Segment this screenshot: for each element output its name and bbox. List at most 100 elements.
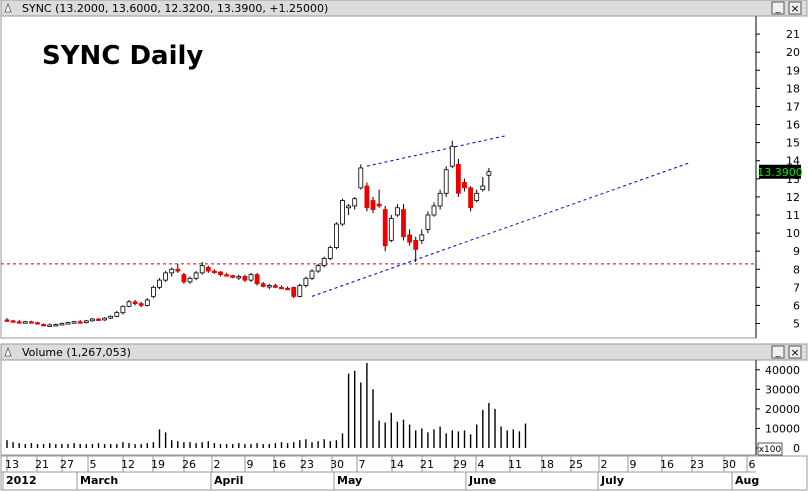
candle-body [199,265,205,274]
candle-body [126,301,132,307]
candle [16,319,22,324]
candle [486,167,492,192]
date-axis: 13 21 27 5 12 19 26 2 9 16 23 30 7 14 21 29 4 11 18 25 2 9 16 2… [0,455,808,491]
candle-body [169,268,175,274]
candle-body [41,324,46,327]
month-label: May [337,474,362,487]
candle-body [53,324,59,327]
candle-body [449,145,455,167]
candle [437,189,443,210]
date-tick-label: 21 [35,458,49,471]
price-tick-label: 6 [793,299,800,312]
candle [236,274,242,281]
date-tick-label: 14 [390,458,404,471]
price-tick-label: 15 [786,137,800,150]
candle-body [224,274,230,277]
price-minimize-button[interactable]: _ [771,1,785,15]
candle-body [102,317,107,321]
chart-title: SYNC Daily [42,41,203,71]
candle-body [455,163,461,194]
candle [376,189,382,208]
candle [199,262,205,275]
candle [108,315,114,320]
candle-body [4,319,10,322]
price-header-text: SYNC (13.2000, 13.6000, 12.3200, 13.3900… [22,2,328,15]
candle [474,189,480,203]
candle [4,318,10,322]
month-label: March [80,474,118,487]
candle [218,271,223,277]
candle-body [297,285,303,297]
candle [138,301,144,308]
candle-body [59,323,65,326]
candle-body [260,283,266,287]
candle [53,323,59,327]
candle-body [291,286,297,297]
candle [407,229,413,246]
candle [144,298,150,307]
candle-body [474,192,480,201]
date-tick-label: 23 [690,458,704,471]
candle-body [285,287,291,291]
candle [394,204,400,217]
candle [401,204,406,241]
candle-body [96,318,101,321]
month-label: June [468,474,496,487]
candle [297,283,303,298]
candle-body [114,312,120,317]
candle [181,272,187,284]
candle-body [175,268,181,272]
price-plot-area [0,15,757,339]
date-tick-label: 29 [453,458,467,471]
price-tick-label: 11 [786,209,800,222]
candle [309,269,315,281]
date-tick-label: 16 [272,458,286,471]
price-tick-label: 14 [786,155,800,168]
candle [187,276,193,284]
candle [260,281,266,288]
panel-icon [4,2,12,13]
candle-body [138,303,144,306]
candle [321,256,327,268]
candle-body [315,265,321,272]
candle [35,321,40,325]
candle-body [321,258,327,267]
volume-unit-box [757,442,783,456]
candle-body [248,274,254,281]
candle [462,178,467,192]
candle [211,269,217,274]
candle-body [205,267,211,272]
candle-body [16,321,22,324]
candle [242,274,248,282]
candle-body [364,185,370,209]
price-tick-label: 9 [793,245,800,258]
date-tick-label: 21 [420,458,434,471]
volume-close-button[interactable]: × [788,345,802,359]
candle-body [303,277,309,286]
date-tick-label: 11 [508,458,522,471]
volume-minimize-button[interactable]: _ [771,345,785,359]
candle [102,317,107,321]
date-tick-label: 30 [722,458,736,471]
candle [352,196,358,210]
price-close-button[interactable]: × [788,1,802,15]
volume-unit-label: x100 [759,445,782,455]
candle [28,320,34,324]
candle-body [437,192,443,207]
candle-body [10,320,16,323]
price-tick-label: 21 [786,28,800,41]
candle-body [376,203,382,207]
candle [449,140,455,168]
candle-body [327,247,333,259]
close-icon: × [790,2,799,15]
candle [340,198,345,226]
month-label: Aug [735,474,759,487]
candle [358,164,364,190]
date-tick-label: 7 [359,458,366,471]
candle [382,205,388,252]
candle-body [254,274,260,285]
candle-body [211,270,217,273]
candle [468,186,474,212]
price-tick-label: 20 [786,46,800,59]
